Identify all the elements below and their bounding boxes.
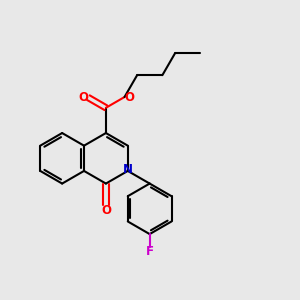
Text: F: F — [146, 245, 154, 258]
Text: O: O — [101, 204, 111, 217]
Text: O: O — [79, 91, 88, 104]
Text: N: N — [123, 163, 133, 176]
Text: O: O — [124, 91, 134, 103]
